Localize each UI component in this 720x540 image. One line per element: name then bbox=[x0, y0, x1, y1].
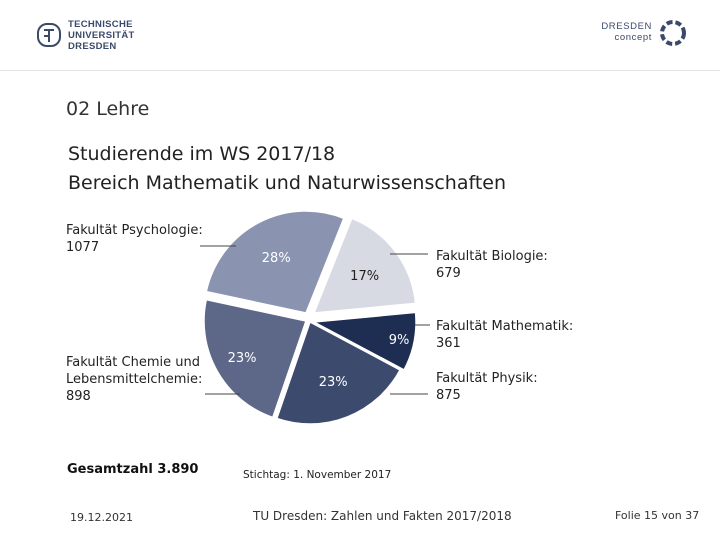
label-psychologie-name: Fakultät Psychologie: bbox=[66, 223, 203, 238]
tud-logo-line-2: UNIVERSITÄT bbox=[68, 30, 135, 41]
reference-date: Stichtag: 1. November 2017 bbox=[243, 469, 392, 481]
label-chemie: Fakultät Chemie und Lebensmittelchemie: … bbox=[66, 354, 202, 405]
dresden-concept-line-2: concept bbox=[614, 32, 652, 43]
footer-date: 19.12.2021 bbox=[70, 511, 133, 524]
label-mathematik-value: 361 bbox=[436, 336, 461, 351]
pie-slice-biologie bbox=[312, 217, 417, 314]
label-mathematik-name: Fakultät Mathematik: bbox=[436, 319, 574, 334]
page-title-line-2: Bereich Mathematik und Naturwissenschaft… bbox=[68, 172, 507, 194]
dresden-concept-line-1: DRESDEN bbox=[601, 21, 652, 32]
label-physik: Fakultät Physik: 875 bbox=[436, 370, 538, 404]
pie-percent-label-psychologie: 28% bbox=[262, 251, 291, 266]
tud-logo-icon bbox=[37, 23, 61, 47]
section-heading: 02 Lehre bbox=[66, 98, 150, 120]
pie-slice-mathematik bbox=[311, 311, 417, 371]
footer-slide-number: Folie 15 von 37 bbox=[615, 509, 700, 522]
label-psychologie-value: 1077 bbox=[66, 240, 100, 255]
label-physik-value: 875 bbox=[436, 388, 461, 403]
label-psychologie: Fakultät Psychologie: 1077 bbox=[66, 222, 203, 256]
pie-percent-label-chemie: 23% bbox=[228, 351, 257, 366]
total-count: Gesamtzahl 3.890 bbox=[67, 462, 199, 477]
footer-title: TU Dresden: Zahlen und Fakten 2017/2018 bbox=[253, 509, 512, 523]
tud-logo-line-3: DRESDEN bbox=[68, 41, 117, 52]
pie-slice-psychologie bbox=[205, 210, 345, 314]
dresden-concept-icon bbox=[660, 20, 686, 46]
header-divider bbox=[0, 70, 720, 71]
dresden-concept-logo-text: DRESDEN concept bbox=[601, 21, 652, 43]
label-chemie-value: 898 bbox=[66, 389, 91, 404]
label-mathematik: Fakultät Mathematik: 361 bbox=[436, 318, 573, 352]
page-title-line-1: Studierende im WS 2017/18 bbox=[68, 143, 336, 165]
pie-percent-label-biologie: 17% bbox=[350, 269, 379, 284]
label-chemie-name-2: Lebensmittelchemie: bbox=[66, 372, 203, 387]
page-title: Studierende im WS 2017/18 Bereich Mathem… bbox=[68, 140, 506, 198]
label-biologie-value: 679 bbox=[436, 266, 461, 281]
label-physik-name: Fakultät Physik: bbox=[436, 371, 538, 386]
pie-percent-label-mathematik: 9% bbox=[389, 333, 410, 348]
tud-logo-line-1: TECHNISCHE bbox=[68, 19, 133, 30]
label-chemie-name-1: Fakultät Chemie und bbox=[66, 355, 200, 370]
pie-slice-chemie bbox=[203, 298, 307, 419]
tud-logo-text: TECHNISCHE UNIVERSITÄT DRESDEN bbox=[68, 19, 135, 52]
pie-slice-physik bbox=[275, 320, 402, 425]
label-biologie-name: Fakultät Biologie: bbox=[436, 249, 548, 264]
label-biologie: Fakultät Biologie: 679 bbox=[436, 248, 548, 282]
pie-percent-label-physik: 23% bbox=[319, 375, 348, 390]
